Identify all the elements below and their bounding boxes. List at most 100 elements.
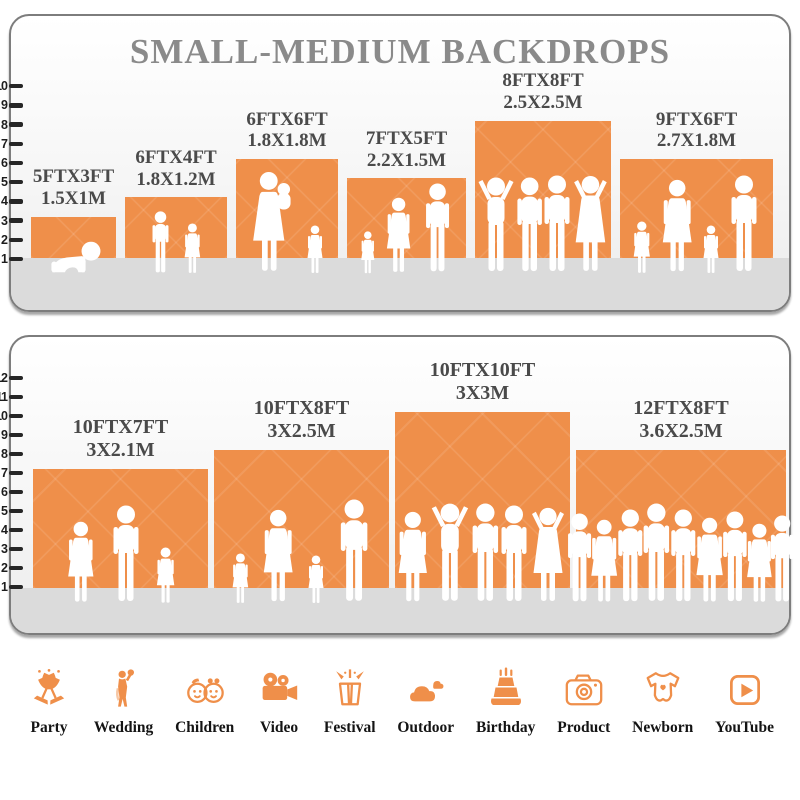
people-silhouettes	[612, 175, 781, 275]
ruler-tick-6: 6	[0, 484, 23, 500]
bar-size-meters: 1.8X1.8M	[247, 130, 327, 152]
bar-size-label: 6FTX4FT 1.8X1.2M	[135, 147, 216, 190]
people-silhouettes	[25, 505, 216, 605]
bar-size-feet: 7FTX5FT	[365, 127, 448, 149]
ruler-tick-label: 4	[1, 523, 8, 537]
ruler-tick-9: 9	[0, 97, 23, 113]
ruler-tick-mark	[9, 179, 23, 185]
ruler-tick-mark	[9, 470, 23, 476]
ruler-tick-mark	[9, 199, 23, 204]
festival-icon	[329, 664, 371, 710]
ruler-tick-1: 1	[0, 579, 23, 595]
ruler-tick-mark	[9, 256, 23, 262]
girl-silhouette	[307, 225, 323, 273]
bar-size-feet: 9FTX6FT	[655, 108, 738, 130]
ruler-tick-6: 6	[0, 155, 23, 171]
bar-size-label: 5FTX3FT 1.5X1M	[33, 166, 114, 209]
category-label: Festival	[323, 719, 376, 736]
ruler-tick-3: 3	[0, 541, 23, 557]
youtube-icon	[725, 664, 765, 710]
ruler-tick-12: 12	[0, 370, 23, 386]
ruler-tick-mark	[9, 546, 23, 552]
ruler-tick-5: 5	[0, 503, 23, 519]
outdoor-icon	[403, 664, 449, 710]
ruler-tick-8: 8	[0, 446, 23, 462]
ruler-tick-mark	[9, 489, 23, 495]
ruler-tick-label: 1	[1, 252, 8, 266]
category-label: Video	[259, 719, 299, 736]
bar-size-label: 10FTX7FT 3X2.1M	[73, 416, 169, 462]
people-silhouettes	[387, 501, 578, 605]
ruler-tick-mark	[9, 83, 23, 89]
bar-size-feet: 6FTX6FT	[246, 108, 328, 130]
category-label: Children	[175, 719, 235, 736]
ruler-tick-mark	[9, 122, 23, 127]
ruler-tick-9: 9	[0, 427, 23, 443]
woman-silhouette	[264, 509, 293, 602]
bar-size-meters: 3.6X2.5M	[639, 420, 723, 443]
ruler-tick-10: 10	[0, 78, 23, 94]
ruler-tick-label: 11	[0, 390, 8, 404]
category-wedding: Wedding	[94, 664, 153, 737]
bar-size-meters: 3X2.5M	[267, 420, 336, 443]
backdrop-bar-6ftx6ft: 6FTX6FT 1.8X1.8M	[236, 109, 338, 273]
ruler-tick-mark	[9, 103, 23, 108]
ruler-tick-label: 8	[1, 447, 8, 461]
ruler-tick-4: 4	[0, 522, 23, 538]
bar-size-label: 6FTX6FT 1.8X1.8M	[246, 109, 327, 152]
girl-silhouette	[633, 221, 650, 273]
people-silhouettes	[23, 239, 124, 275]
girl-silhouette	[184, 223, 201, 273]
bar-size-feet: 10FTX7FT	[72, 416, 169, 439]
man-silhouette	[426, 183, 450, 272]
ruler-tick-8: 8	[0, 117, 23, 133]
girl-silhouette	[156, 547, 174, 603]
children-icon	[181, 664, 229, 710]
people-silhouettes	[117, 211, 235, 275]
ruler-tick-mark	[9, 584, 23, 590]
ruler-tick-label: 2	[1, 232, 8, 247]
girl-silhouette	[308, 555, 324, 603]
ruler-tick-mark	[9, 508, 23, 514]
backdrop-bar-7ftx5ft: 7FTX5FT 2.2X1.5M	[347, 128, 466, 274]
product-icon	[561, 664, 607, 710]
bars-area: 5FTX3FT 1.5X1M 6FTX4FT 1.8X1.2M 6FTX6FT 1.8X1…	[11, 16, 789, 310]
bar-size-label: 10FTX10FT 3X3M	[430, 359, 536, 405]
bar-size-meters: 2.2X1.5M	[366, 149, 447, 171]
man-silhouette	[113, 505, 139, 601]
bar-size-meters: 2.5X2.5M	[503, 91, 583, 113]
girl-silhouette	[703, 225, 719, 273]
ruler-tick-7: 7	[0, 136, 23, 152]
woman-silhouette	[68, 521, 94, 602]
ruler-tick-mark	[9, 141, 23, 147]
category-youtube: YouTube	[715, 664, 774, 737]
girl-silhouette	[232, 553, 248, 603]
ruler-tick-11: 11	[0, 389, 23, 405]
girl-silhouette	[360, 231, 375, 274]
ruler-tick-mark	[9, 432, 23, 438]
category-outdoor: Outdoor	[397, 664, 454, 737]
ruler-tick-3: 3	[0, 213, 23, 229]
ruler-tick-mark	[9, 394, 23, 400]
ruler-tick-mark	[9, 160, 23, 166]
category-children: Children	[175, 664, 234, 737]
category-label: Birthday	[475, 719, 536, 736]
backdrop-bar-10ftx8ft: 10FTX8FT 3X2.5M	[214, 397, 389, 603]
backdrop-bar-5ftx3ft: 5FTX3FT 1.5X1M	[31, 166, 116, 273]
ruler-tick-label: 10	[0, 79, 8, 94]
ruler-tick-7: 7	[0, 465, 23, 481]
man-silhouette	[340, 499, 368, 601]
bars-area: 10FTX7FT 3X2.1M 10FTX8FT 3X2.5M 10FTX10FT 3X3…	[11, 337, 794, 633]
bar-size-meters: 3X3M	[455, 382, 510, 405]
ruler-tick-mark	[9, 527, 23, 533]
boy-silhouette	[152, 211, 169, 273]
category-bar: Party Wedding Children Video Festival Outdoor…	[26, 664, 774, 737]
man-silhouette	[731, 175, 757, 271]
category-label: Product	[557, 719, 611, 736]
ruler-tick-mark	[9, 451, 23, 457]
people-silhouettes	[568, 503, 794, 605]
category-label: YouTube	[715, 719, 774, 736]
ruler-tick-mark	[9, 375, 23, 381]
bar-size-label: 9FTX6FT 2.7X1.8M	[656, 109, 737, 152]
